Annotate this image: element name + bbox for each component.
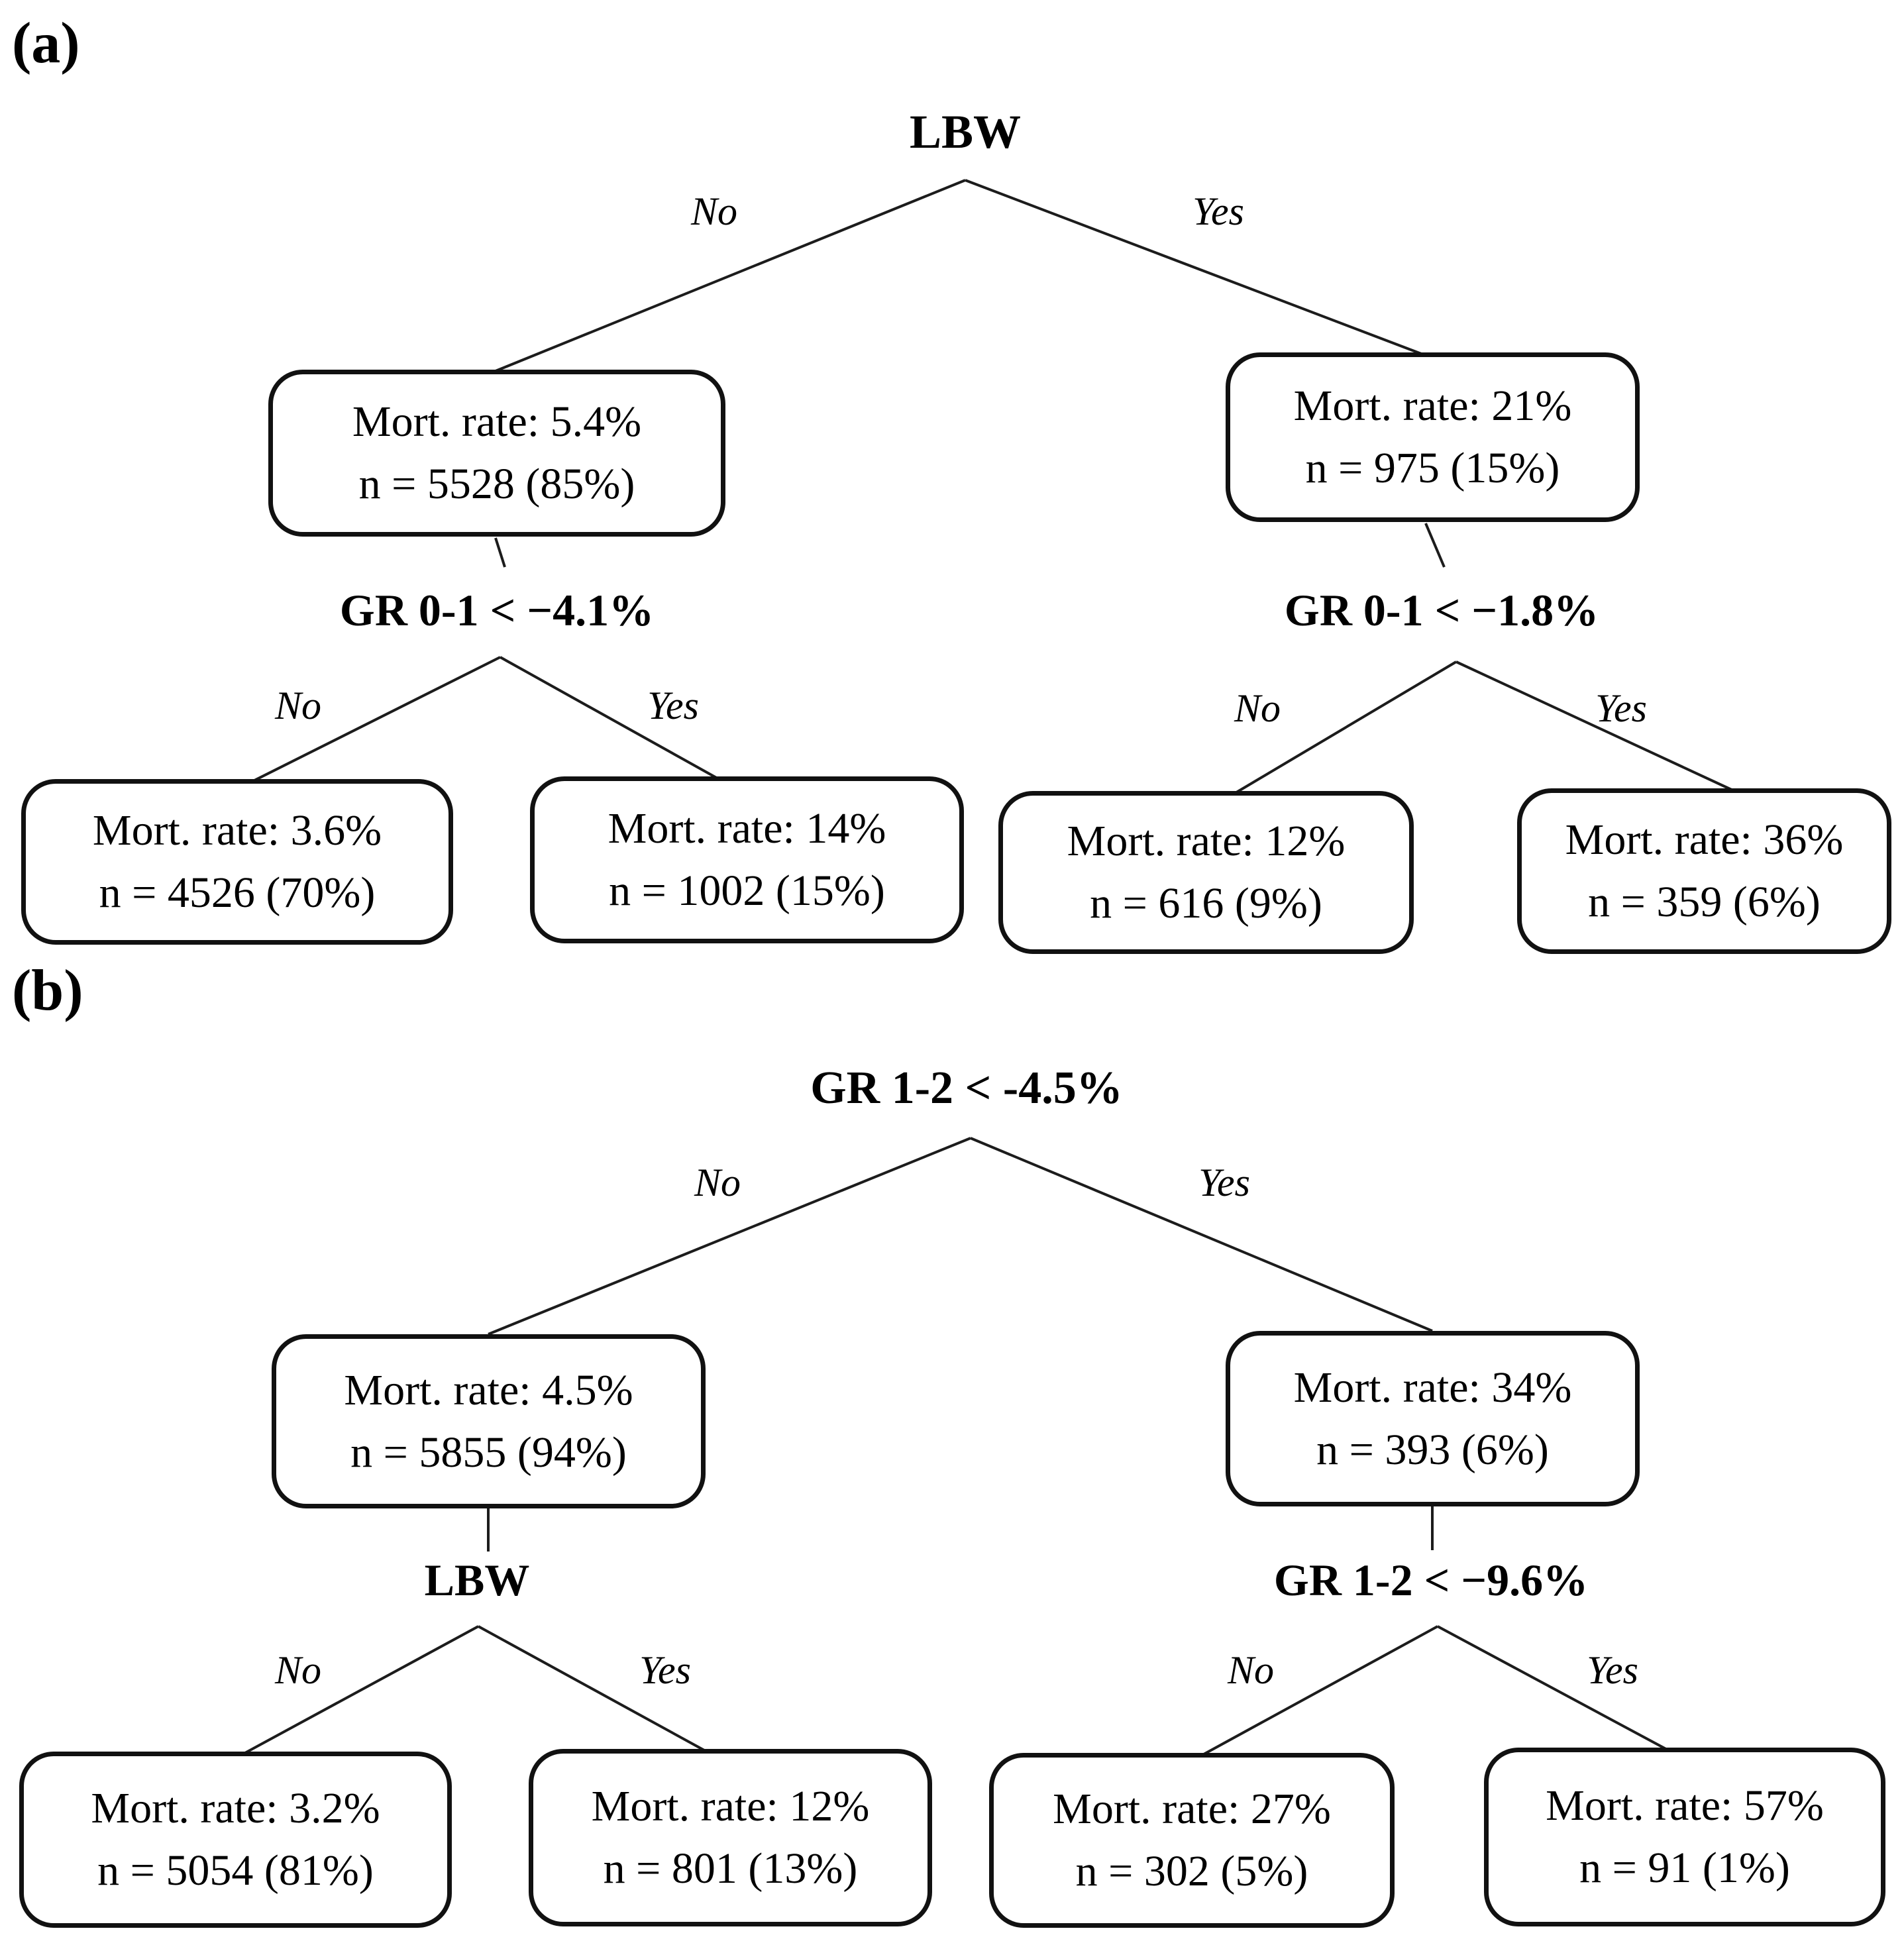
- tree-a-leaf-4: Mort. rate: 36% n = 359 (6%): [1517, 788, 1891, 954]
- tree-b-node-no: Mort. rate: 4.5% n = 5855 (94%): [272, 1334, 706, 1508]
- leaf-n-text: n = 91 (1%): [1579, 1844, 1790, 1892]
- leaf-n-text: n = 1002 (15%): [609, 867, 885, 915]
- tree-b-split-yes-label: GR 1-2 < −9.6%: [1273, 1555, 1589, 1605]
- tree-a-leaf-2: Mort. rate: 14% n = 1002 (15%): [530, 776, 964, 943]
- edge-a-node-yes-to-split: [1424, 523, 1446, 568]
- leaf-n-text: n = 616 (9%): [1090, 879, 1322, 927]
- tree-a-leaf-1: Mort. rate: 3.6% n = 4526 (70%): [21, 779, 453, 945]
- tree-b-root-split-label: GR 1-2 < -4.5%: [810, 1063, 1123, 1114]
- leaf-rate-text: Mort. rate: 27%: [1053, 1785, 1331, 1834]
- leaf-n-text: n = 5054 (81%): [97, 1846, 374, 1895]
- edge-a-root-no: [495, 179, 966, 372]
- leaf-rate-text: Mort. rate: 3.2%: [91, 1784, 380, 1833]
- leaf-rate-text: Mort. rate: 12%: [591, 1782, 870, 1831]
- tree-b-root-branch-no-label: No: [694, 1161, 741, 1204]
- tree-b-split-no-branch-yes-label: Yes: [639, 1648, 691, 1692]
- node-n-text: n = 5528 (85%): [358, 460, 635, 508]
- edge-a-node-no-to-split: [494, 537, 506, 568]
- edge-b-splitno-yes: [478, 1625, 705, 1752]
- node-rate-text: Mort. rate: 5.4%: [352, 397, 642, 447]
- tree-a-split-no-branch-no-label: No: [274, 684, 322, 727]
- tree-b-split-yes-branch-no-label: No: [1227, 1648, 1275, 1692]
- tree-a-split-yes-branch-yes-label: Yes: [1595, 686, 1647, 730]
- edge-b-splityes-yes: [1437, 1625, 1671, 1753]
- tree-a-split-yes-branch-no-label: No: [1234, 686, 1281, 730]
- tree-b-node-yes: Mort. rate: 34% n = 393 (6%): [1226, 1331, 1640, 1506]
- leaf-rate-text: Mort. rate: 36%: [1565, 816, 1844, 865]
- tree-a-root-branch-yes-label: Yes: [1192, 189, 1244, 233]
- node-n-text: n = 5855 (94%): [350, 1428, 627, 1477]
- node-rate-text: Mort. rate: 4.5%: [344, 1365, 633, 1414]
- edge-a-splitno-no: [251, 656, 501, 783]
- node-rate-text: Mort. rate: 21%: [1293, 382, 1572, 431]
- tree-b-split-no-label: LBW: [424, 1555, 530, 1605]
- edge-b-root-no: [488, 1137, 971, 1336]
- tree-b-split-yes-branch-yes-label: Yes: [1587, 1648, 1638, 1692]
- leaf-rate-text: Mort. rate: 14%: [608, 804, 886, 853]
- edge-a-splityes-no: [1233, 660, 1457, 795]
- leaf-n-text: n = 4526 (70%): [99, 868, 376, 917]
- edge-a-root-yes: [965, 179, 1424, 356]
- tree-b-leaf-4: Mort. rate: 57% n = 91 (1%): [1484, 1748, 1885, 1926]
- tree-a-node-yes: Mort. rate: 21% n = 975 (15%): [1226, 352, 1640, 522]
- tree-a-split-no-branch-yes-label: Yes: [647, 684, 699, 727]
- node-n-text: n = 393 (6%): [1316, 1425, 1549, 1474]
- leaf-rate-text: Mort. rate: 57%: [1546, 1781, 1824, 1830]
- tree-b-leaf-2: Mort. rate: 12% n = 801 (13%): [529, 1749, 932, 1926]
- tree-a-split-yes-label: GR 0-1 < −1.8%: [1284, 585, 1599, 635]
- panel-b-label: (b): [12, 959, 83, 1023]
- tree-a-root-branch-no-label: No: [690, 189, 738, 233]
- node-n-text: n = 975 (15%): [1305, 444, 1560, 492]
- leaf-rate-text: Mort. rate: 12%: [1067, 817, 1346, 866]
- edge-b-splityes-no: [1203, 1625, 1438, 1756]
- panel-a-label: (a): [12, 11, 80, 76]
- edge-b-root-yes: [970, 1137, 1433, 1332]
- leaf-n-text: n = 302 (5%): [1075, 1847, 1308, 1895]
- node-rate-text: Mort. rate: 34%: [1293, 1363, 1572, 1412]
- tree-b-split-no-branch-no-label: No: [274, 1648, 322, 1692]
- edge-a-splitno-yes: [500, 656, 719, 780]
- tree-a-node-no: Mort. rate: 5.4% n = 5528 (85%): [268, 370, 725, 537]
- edge-b-splitno-no: [244, 1625, 479, 1754]
- leaf-n-text: n = 359 (6%): [1588, 878, 1821, 926]
- leaf-rate-text: Mort. rate: 3.6%: [92, 806, 382, 855]
- leaf-n-text: n = 801 (13%): [603, 1844, 858, 1893]
- tree-b-leaf-3: Mort. rate: 27% n = 302 (5%): [989, 1753, 1395, 1928]
- tree-a-leaf-3: Mort. rate: 12% n = 616 (9%): [998, 791, 1414, 954]
- tree-b-root-branch-yes-label: Yes: [1198, 1161, 1250, 1204]
- tree-a-split-no-label: GR 0-1 < −4.1%: [339, 585, 655, 635]
- edge-a-splityes-yes: [1455, 660, 1735, 792]
- tree-b-leaf-1: Mort. rate: 3.2% n = 5054 (81%): [19, 1752, 452, 1928]
- tree-a-root-split-label: LBW: [909, 105, 1022, 158]
